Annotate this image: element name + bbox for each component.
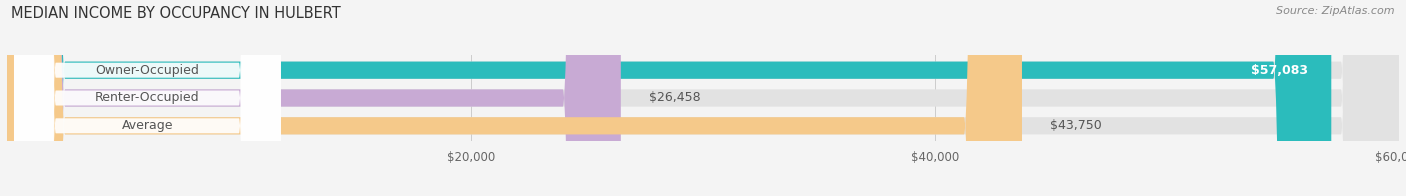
FancyBboxPatch shape [7, 0, 1399, 196]
FancyBboxPatch shape [7, 0, 1022, 196]
FancyBboxPatch shape [14, 0, 281, 196]
Text: Source: ZipAtlas.com: Source: ZipAtlas.com [1277, 6, 1395, 16]
Text: $57,083: $57,083 [1251, 64, 1308, 77]
Text: $26,458: $26,458 [648, 92, 700, 104]
Text: Renter-Occupied: Renter-Occupied [96, 92, 200, 104]
FancyBboxPatch shape [14, 0, 281, 196]
FancyBboxPatch shape [7, 0, 621, 196]
Text: MEDIAN INCOME BY OCCUPANCY IN HULBERT: MEDIAN INCOME BY OCCUPANCY IN HULBERT [11, 6, 342, 21]
Text: $43,750: $43,750 [1050, 119, 1101, 132]
Text: Owner-Occupied: Owner-Occupied [96, 64, 200, 77]
Text: Average: Average [122, 119, 173, 132]
FancyBboxPatch shape [7, 0, 1331, 196]
FancyBboxPatch shape [14, 0, 281, 196]
FancyBboxPatch shape [7, 0, 1399, 196]
FancyBboxPatch shape [7, 0, 1399, 196]
